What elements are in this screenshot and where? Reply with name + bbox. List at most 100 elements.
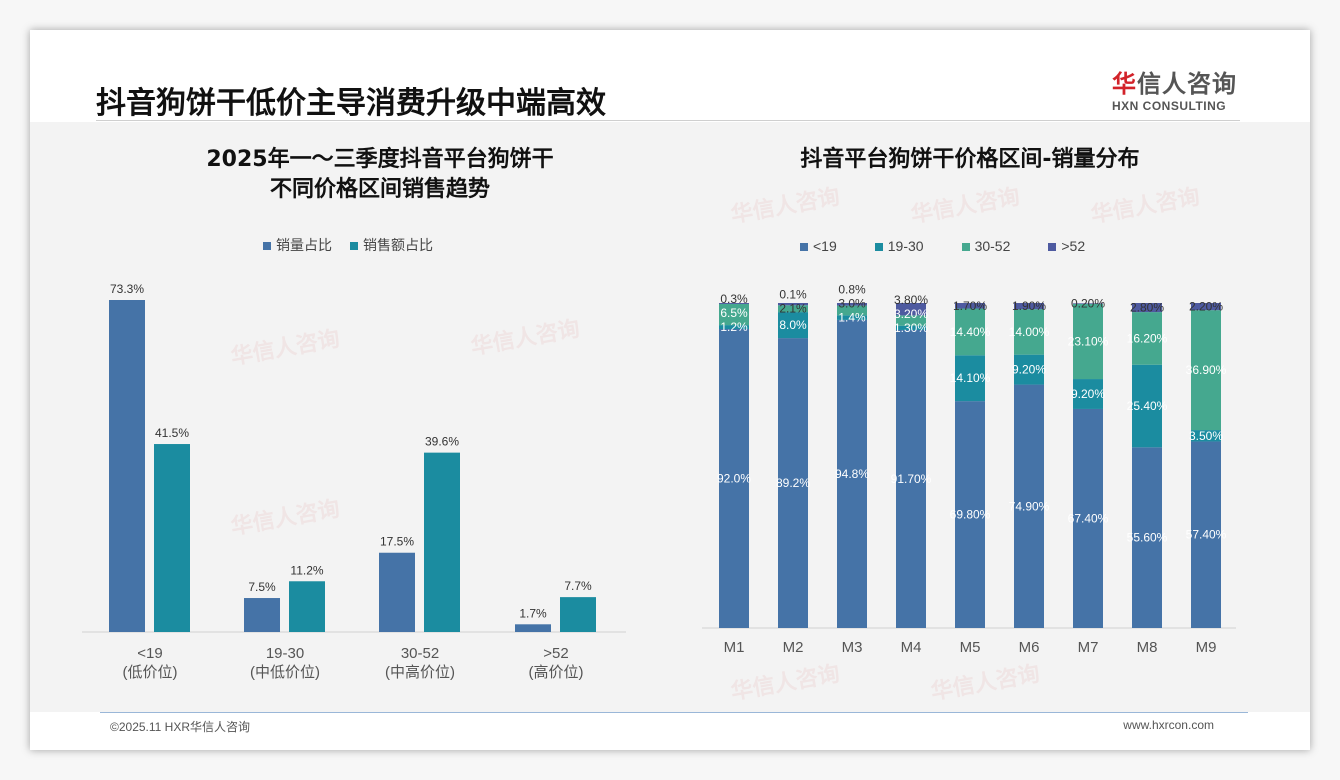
data-label: 14.40%	[950, 325, 991, 339]
bar-销量占比	[379, 552, 415, 632]
legend-item: 19-30	[874, 238, 924, 254]
data-label: 74.90%	[1009, 499, 1050, 513]
data-label: 17.5%	[380, 535, 414, 549]
legend-label: >52	[1061, 238, 1086, 254]
data-label: 1.30%	[894, 321, 928, 335]
bar-销量占比	[515, 624, 551, 632]
right-chart-legend: <19 19-30 30-52 >52	[800, 238, 1085, 254]
data-label: 14.10%	[950, 371, 991, 385]
page-title: 抖音狗饼干低价主导消费升级中端高效	[96, 86, 606, 121]
legend-swatch	[350, 242, 358, 250]
left-chart-title: 2025年一～三季度抖音平台狗饼干 不同价格区间销售趋势	[110, 145, 650, 205]
x-tick-label: M3	[842, 639, 863, 656]
footer-copyright: ©2025.11 HXR华信人咨询	[110, 720, 250, 734]
stacked-bar-segment	[1073, 379, 1103, 409]
data-label: 0.3%	[720, 292, 748, 306]
x-tick-sublabel: (中高价位)	[385, 664, 455, 681]
stacked-bar-segment	[1132, 364, 1162, 448]
slide: 抖音狗饼干低价主导消费升级中端高效 华信人咨询 HXN CONSULTING 华…	[30, 30, 1310, 750]
legend-swatch	[874, 243, 883, 251]
x-tick-sublabel: (高价位)	[529, 664, 584, 681]
stacked-bar-segment	[1191, 303, 1221, 311]
data-label: 14.00%	[1009, 325, 1050, 339]
stacked-bar-segment	[719, 303, 749, 304]
stacked-bar-segment	[1014, 309, 1044, 355]
data-label: 41.5%	[155, 426, 189, 440]
stacked-bar-segment	[955, 303, 985, 309]
footer-url: www.hxrcon.com	[1123, 718, 1214, 732]
data-label: 0.8%	[838, 283, 866, 297]
data-label: 36.90%	[1186, 363, 1227, 377]
charts-canvas: 73.3% 41.5% <19 (低价位) 7.5% 11.2% 19-30 (中低价位) 17…	[82, 282, 1236, 681]
stacked-bar-segment	[955, 355, 985, 402]
data-label: 2.1%	[779, 302, 807, 316]
data-label: 2.20%	[1189, 300, 1223, 314]
stacked-bar-segment	[1014, 354, 1044, 385]
data-label: 89.2%	[776, 476, 810, 490]
stacked-bar-segment	[1191, 441, 1221, 628]
legend-item: 30-52	[961, 238, 1011, 254]
stacked-bar-segment	[719, 325, 749, 329]
stacked-bar-segment	[955, 401, 985, 628]
right-chart-title: 抖音平台狗饼干价格区间-销量分布	[800, 147, 1140, 172]
legend-label: 销量占比	[276, 237, 332, 253]
bar-销量占比	[244, 598, 280, 632]
legend-swatch	[800, 243, 808, 251]
legend-swatch	[263, 242, 271, 250]
stacked-bar-segment	[1191, 310, 1221, 431]
bar-销量占比	[109, 300, 145, 632]
data-label: 39.6%	[425, 435, 459, 449]
data-label: 7.5%	[248, 580, 276, 594]
x-tick-label: 19-30	[266, 645, 304, 662]
stacked-bar-segment	[837, 305, 867, 316]
legend-label: 30-52	[974, 238, 1011, 254]
data-label: 2.80%	[1130, 301, 1164, 315]
logo-en: HXN CONSULTING	[1112, 99, 1227, 113]
data-label: 3.50%	[1189, 429, 1223, 443]
legend-swatch	[961, 243, 970, 251]
data-label: 1.7%	[519, 606, 547, 620]
stacked-bar-segment	[896, 329, 926, 628]
stacked-bar-segment	[1014, 303, 1044, 310]
bar-销售额占比	[560, 597, 596, 632]
legend-label: <19	[813, 238, 837, 254]
x-tick-label: M1	[724, 639, 745, 656]
stacked-bar-segment	[1073, 408, 1103, 628]
stacked-bar-segment	[1073, 303, 1103, 380]
left-chart-title-line2: 不同价格区间销售趋势	[269, 177, 490, 202]
data-label: 92.0%	[717, 472, 751, 486]
bar-销售额占比	[154, 444, 190, 632]
stacked-bar-segment	[1014, 384, 1044, 628]
legend-label: 销售额占比	[363, 237, 433, 253]
stacked-bar-segment	[719, 329, 749, 628]
stacked-bar-segment	[896, 315, 926, 326]
legend-item: 销量占比	[263, 235, 332, 255]
data-label: 23.10%	[1068, 335, 1109, 349]
data-label: 9.20%	[1071, 387, 1105, 401]
x-tick-label: M5	[960, 639, 981, 656]
data-label: 8.0%	[779, 318, 807, 332]
x-tick-label: M9	[1196, 639, 1217, 656]
x-tick-label: M2	[783, 639, 804, 656]
logo-text-red: 华	[1112, 70, 1137, 98]
data-label: 67.40%	[1068, 511, 1109, 525]
data-label: 94.8%	[835, 467, 869, 481]
logo-text: 信人咨询	[1137, 70, 1237, 98]
x-tick-label: M4	[901, 639, 922, 656]
data-label: 3.80%	[894, 293, 928, 307]
data-label: 1.70%	[953, 299, 987, 313]
data-label: 0.1%	[779, 288, 807, 302]
data-label: 7.7%	[564, 579, 592, 593]
stacked-bar-segment	[1132, 312, 1162, 365]
x-tick-label: >52	[543, 645, 568, 662]
data-label: 6.5%	[720, 306, 748, 320]
stacked-bar-segment	[955, 308, 985, 356]
bar-销售额占比	[289, 581, 325, 632]
logo: 华信人咨询 HXN CONSULTING	[1112, 64, 1242, 113]
data-label: 57.40%	[1186, 528, 1227, 542]
data-label: 16.20%	[1127, 331, 1168, 345]
legend-label: 19-30	[887, 238, 924, 254]
title-divider	[96, 120, 1240, 121]
stacked-bar-segment	[896, 325, 926, 330]
stacked-bar-segment	[719, 303, 749, 326]
